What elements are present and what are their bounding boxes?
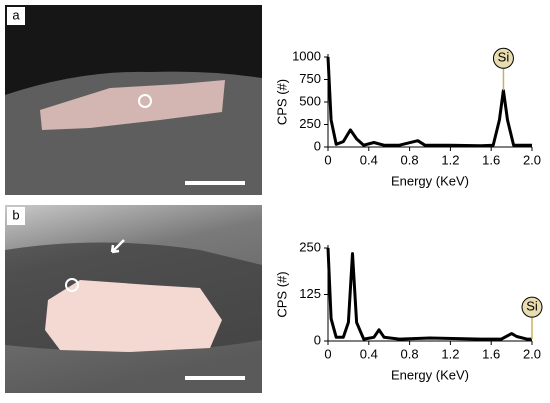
y-tick-label: 500 <box>299 93 321 108</box>
y-tick-label: 750 <box>299 71 321 86</box>
panel-label: b <box>12 207 19 222</box>
x-tick-label: 0 <box>324 152 331 167</box>
y-tick-label: 0 <box>314 138 321 153</box>
panel-label: a <box>12 7 20 22</box>
x-tick-label: 2.0 <box>523 152 541 167</box>
x-axis-label: Energy (KeV) <box>391 367 469 382</box>
y-tick-label: 250 <box>299 116 321 131</box>
x-tick-label: 0.8 <box>401 152 419 167</box>
annotation-badge <box>492 47 514 69</box>
micrograph-a <box>5 5 262 195</box>
y-axis-label: CPS (#) <box>274 79 289 125</box>
x-tick-label: 0 <box>324 346 331 361</box>
x-tick-label: 0.8 <box>401 346 419 361</box>
y-tick-label: 1000 <box>292 48 321 63</box>
x-tick-label: 1.2 <box>441 346 459 361</box>
y-tick-label: 125 <box>299 286 321 301</box>
x-axis-label: Energy (KeV) <box>391 173 469 188</box>
x-tick-label: 0.4 <box>360 346 378 361</box>
x-tick-label: 0.4 <box>360 152 378 167</box>
annotation-badge <box>521 296 543 318</box>
y-tick-label: 0 <box>314 332 321 347</box>
spectrum-line <box>326 247 532 341</box>
x-tick-label: 2.0 <box>523 346 541 361</box>
annotation: Si <box>526 299 538 314</box>
x-tick-label: 1.2 <box>441 152 459 167</box>
annotation: Si <box>498 50 510 65</box>
x-tick-label: 1.6 <box>482 152 500 167</box>
y-axis-label: CPS (#) <box>274 271 289 317</box>
x-tick-label: 1.6 <box>482 346 500 361</box>
spectrum-line <box>326 56 532 148</box>
micrograph-b <box>5 205 262 393</box>
y-tick-label: 250 <box>299 239 321 254</box>
